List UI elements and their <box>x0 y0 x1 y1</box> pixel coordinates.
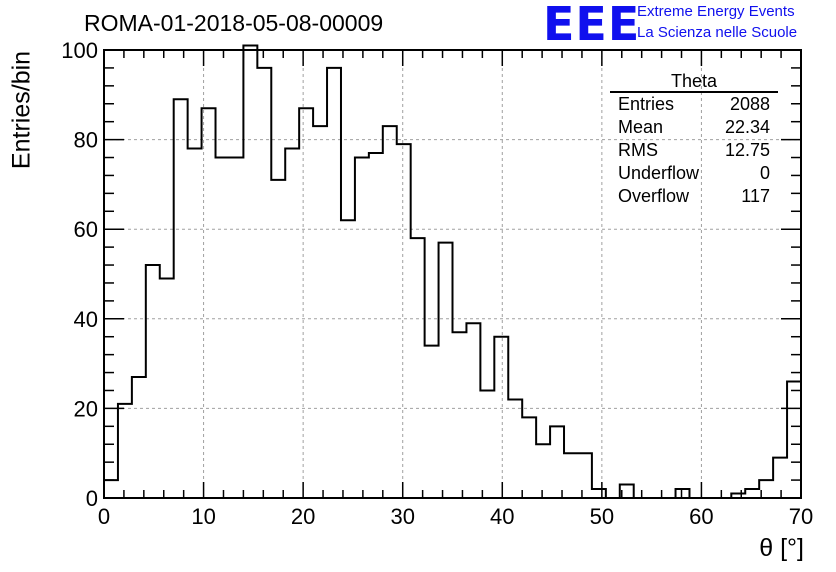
y-tick-label: 60 <box>74 217 98 242</box>
x-tick-label: 20 <box>291 504 315 529</box>
plot-frame <box>103 49 802 499</box>
x-axis-label: θ [°] <box>759 534 804 562</box>
x-tick-label: 70 <box>789 504 813 529</box>
stats-row-entries: Entries 2088 <box>610 93 778 116</box>
stats-row-overflow: Overflow 117 <box>610 185 778 208</box>
eee-logo: EEE <box>543 0 641 51</box>
stats-label: Entries <box>618 94 675 114</box>
tick-labels: 0 10 20 30 40 50 60 70 0 20 40 60 80 100 <box>61 38 813 529</box>
stats-box: Theta Entries 2088 Mean 22.34 RMS 12.75 … <box>610 71 778 208</box>
x-tick-label: 50 <box>590 504 614 529</box>
stats-value: 2088 <box>729 94 770 114</box>
stats-row-rms: RMS 12.75 <box>610 139 778 162</box>
stats-value: 117 <box>741 186 770 206</box>
x-tick-label: 30 <box>390 504 414 529</box>
x-tick-label: 60 <box>689 504 713 529</box>
stats-label: RMS <box>618 140 658 160</box>
stats-value: 12.75 <box>724 140 770 160</box>
stats-value: 0 <box>759 163 770 183</box>
y-tick-label: 20 <box>74 396 98 421</box>
grid-lines <box>104 50 801 498</box>
stats-label: Overflow <box>618 186 690 206</box>
x-tick-label: 0 <box>98 504 110 529</box>
logo-line-2: La Scienza nelle Scuole <box>637 24 798 41</box>
logo-line-1: Extreme Energy Events <box>637 3 795 20</box>
stats-title: Theta <box>610 71 778 93</box>
chart-title: ROMA-01-2018-05-08-00009 <box>84 10 384 36</box>
y-tick-label: 80 <box>74 128 98 153</box>
stats-value: 22.34 <box>724 117 770 137</box>
y-axis-label: Entries/bin <box>7 50 36 170</box>
y-tick-label: 40 <box>74 307 98 332</box>
y-tick-label: 100 <box>61 38 98 63</box>
stats-label: Mean <box>618 117 664 137</box>
x-tick-label: 40 <box>490 504 514 529</box>
stats-row-mean: Mean 22.34 <box>610 116 778 139</box>
y-tick-label: 0 <box>86 486 98 511</box>
stats-label: Underflow <box>618 163 700 183</box>
stats-row-underflow: Underflow 0 <box>610 162 778 185</box>
x-tick-label: 10 <box>191 504 215 529</box>
histogram-line <box>103 44 802 499</box>
